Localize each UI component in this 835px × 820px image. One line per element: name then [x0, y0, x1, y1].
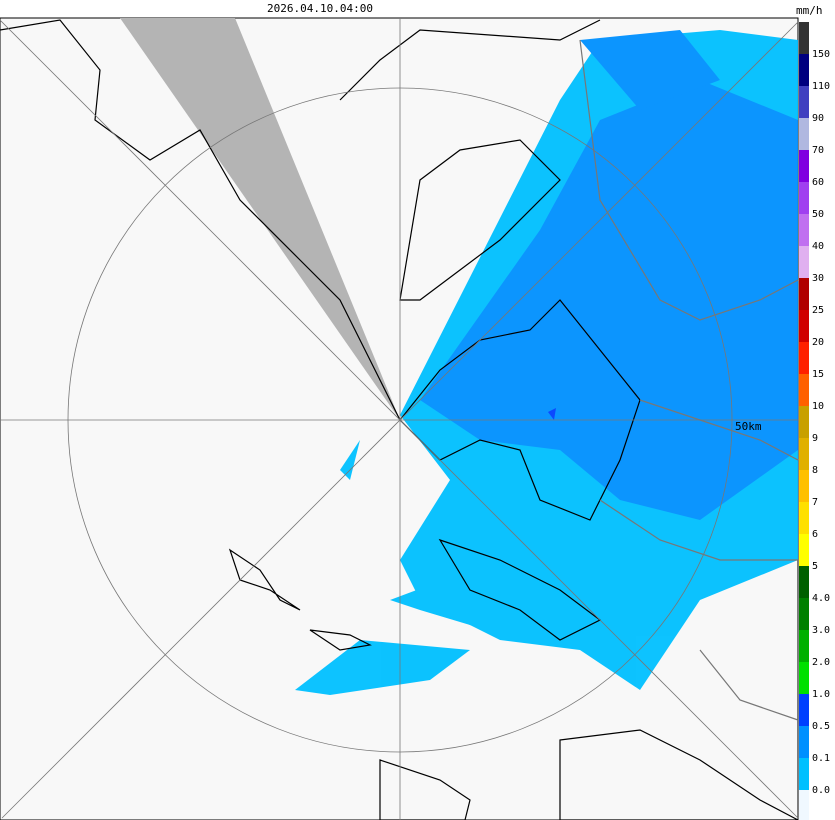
range-label: 50km	[735, 420, 762, 433]
legend-label: 10	[812, 401, 824, 412]
legend-label: 150	[812, 49, 830, 60]
timestamp: 2026.04.10.04:00	[267, 2, 373, 15]
legend-swatch	[799, 758, 809, 790]
legend-label: 15	[812, 369, 824, 380]
legend-label: 70	[812, 145, 824, 156]
legend-label: 7	[812, 497, 818, 508]
color-legend: 150 110 90 70 60 50 40 30 25 20 15 10 9 8 7 6 5 4.0 3.0 2.0…	[799, 22, 830, 820]
legend-label: 1.0	[812, 689, 830, 700]
legend-label: 3.0	[812, 625, 830, 636]
legend-label: 20	[812, 337, 824, 348]
legend-swatch	[799, 662, 809, 694]
legend-swatch	[799, 726, 809, 758]
legend-swatch	[799, 310, 809, 342]
legend-label: 5	[812, 561, 818, 572]
legend-unit: mm/h	[796, 4, 823, 17]
beam-blockage	[120, 18, 400, 420]
legend-label: 8	[812, 465, 818, 476]
legend-swatch	[799, 214, 809, 246]
legend-label: 90	[812, 113, 824, 124]
legend-label: 0.0	[812, 785, 830, 796]
legend-swatch	[799, 246, 809, 278]
legend-swatch	[799, 150, 809, 182]
legend-swatch	[799, 598, 809, 630]
legend-label: 6	[812, 529, 818, 540]
legend-swatch	[799, 438, 809, 470]
legend-label: 2.0	[812, 657, 830, 668]
legend-swatch	[799, 54, 809, 86]
legend-swatch	[799, 182, 809, 214]
legend-swatch	[799, 118, 809, 150]
legend-label: 0.5	[812, 721, 830, 732]
range-guides	[0, 18, 799, 820]
legend-swatch	[799, 406, 809, 438]
legend-label: 30	[812, 273, 824, 284]
legend-swatch	[799, 86, 809, 118]
legend-label: 60	[812, 177, 824, 188]
legend-swatch	[799, 470, 809, 502]
legend-label: 25	[812, 305, 824, 316]
legend-swatch	[799, 694, 809, 726]
legend-label: 40	[812, 241, 824, 252]
legend-swatch	[799, 502, 809, 534]
legend-swatch	[799, 630, 809, 662]
legend-label: 110	[812, 81, 830, 92]
legend-label: 0.1	[812, 753, 830, 764]
legend-label: 50	[812, 209, 824, 220]
borders	[579, 39, 799, 721]
legend-swatch	[799, 342, 809, 374]
legend-swatch	[799, 374, 809, 406]
map: 50km	[0, 18, 799, 820]
legend-swatch	[799, 534, 809, 566]
legend-swatch	[799, 790, 809, 820]
coastlines	[0, 19, 799, 820]
legend-swatch	[799, 22, 809, 54]
legend-label: 4.0	[812, 593, 830, 604]
legend-label: 9	[812, 433, 818, 444]
rain-echo	[295, 30, 798, 695]
legend-swatch	[799, 278, 809, 310]
legend-swatch	[799, 566, 809, 598]
